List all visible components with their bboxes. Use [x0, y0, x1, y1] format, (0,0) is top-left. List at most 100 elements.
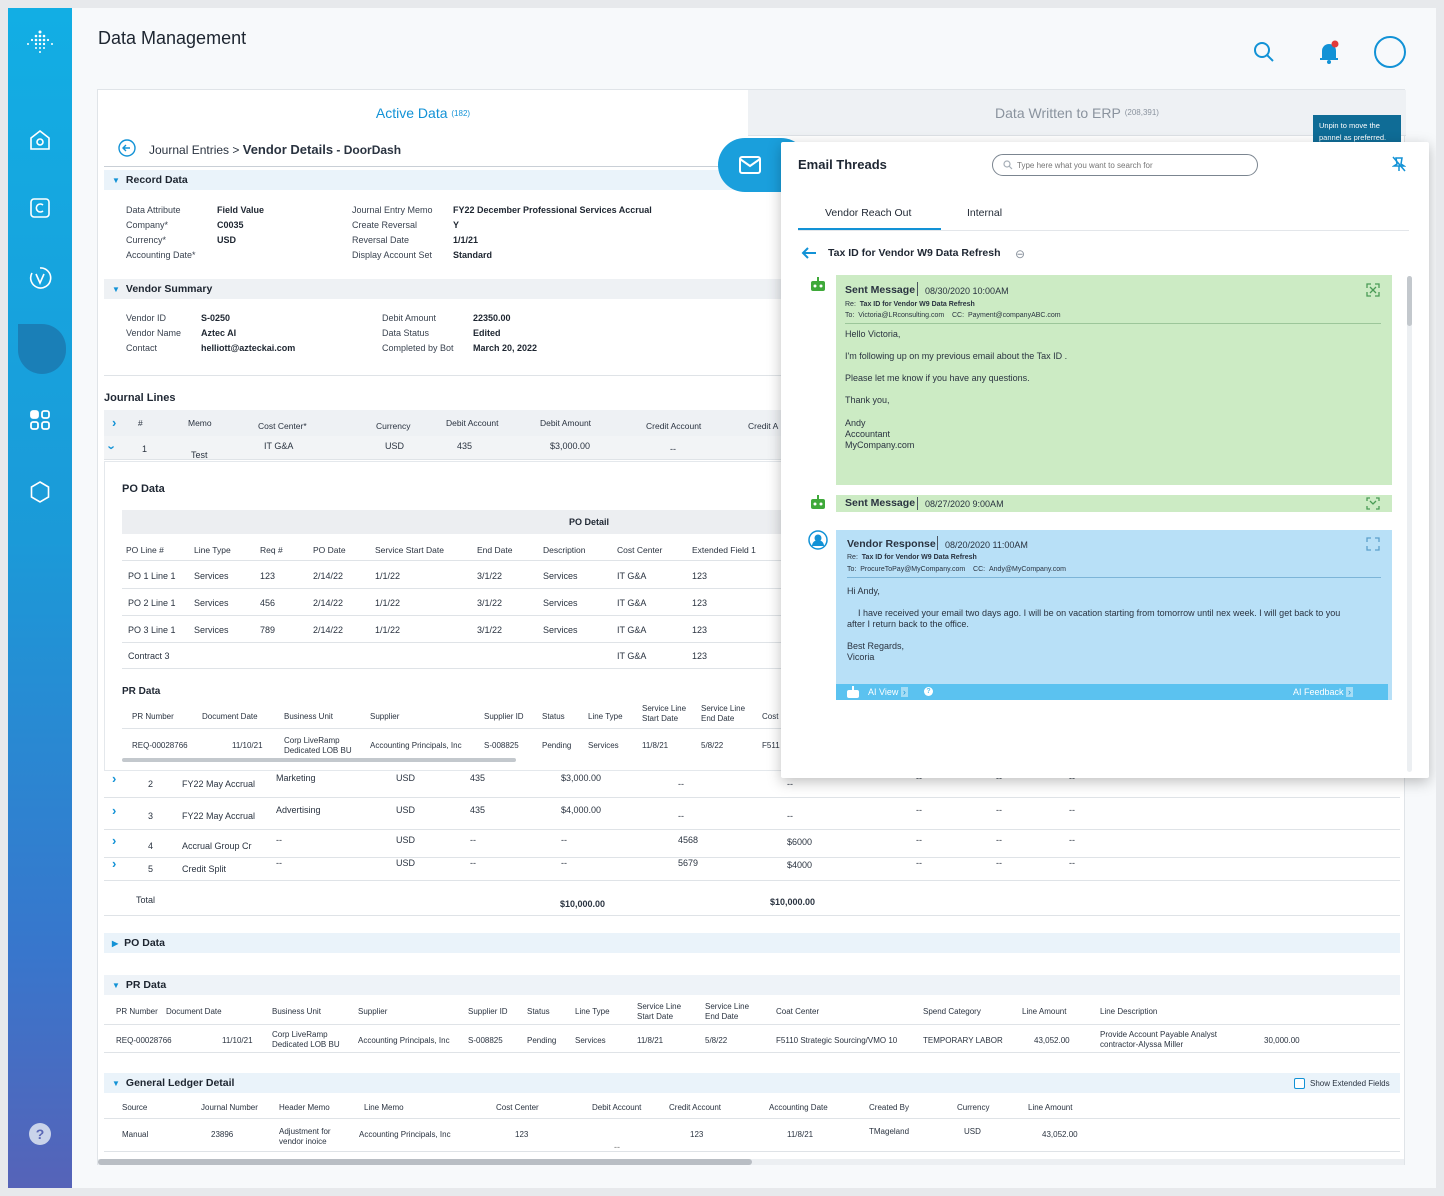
cell: Services: [575, 1036, 606, 1045]
value: FY22 December Professional Services Accr…: [453, 205, 652, 215]
apps-grid-icon[interactable]: [24, 404, 56, 436]
chevron-right-icon[interactable]: ›: [112, 803, 117, 818]
cell: --: [561, 835, 567, 845]
email-search-input[interactable]: [1017, 160, 1237, 170]
search-icon[interactable]: [1252, 40, 1276, 67]
cell: F511: [762, 741, 780, 750]
expand-icon[interactable]: [1366, 537, 1380, 554]
show-extended-checkbox[interactable]: [1294, 1078, 1305, 1089]
logo-icon[interactable]: [24, 26, 56, 58]
message-3[interactable]: Vendor Response 08/20/2020 11:00AM Re: T…: [836, 530, 1392, 700]
cell: USD: [396, 858, 416, 868]
user-avatar-icon: [808, 530, 828, 553]
cc-label: CC:: [973, 566, 986, 573]
body-line: Please let me know if you have any quest…: [845, 373, 1030, 383]
cell: --: [996, 835, 1002, 845]
settings-icon[interactable]: [24, 476, 56, 508]
cell: 30,000.00: [1264, 1036, 1300, 1045]
ai-view-button[interactable]: AI View ›: [868, 687, 908, 697]
col-header: Source: [122, 1103, 148, 1112]
cell: USD: [396, 835, 416, 845]
chevron-right-icon[interactable]: ›: [112, 833, 117, 848]
cell: $4000: [787, 860, 813, 870]
pr-data-section-header[interactable]: ▼ PR Data: [104, 975, 1400, 995]
cell: Services: [543, 625, 578, 635]
label: Vendor ID: [126, 313, 167, 323]
cell: Manual: [122, 1130, 149, 1139]
avatar[interactable]: [1374, 36, 1406, 68]
col-header: Service Line Start Date: [642, 704, 687, 723]
cell: 2: [148, 779, 154, 789]
panel-scrollbar-thumb[interactable]: [1407, 276, 1412, 326]
value: USD: [217, 235, 237, 245]
data-management-nav-active[interactable]: [18, 324, 66, 374]
col-header: Service Start Date: [375, 545, 444, 555]
chevron-right-icon[interactable]: ›: [112, 771, 117, 786]
body-line: Andy: [845, 418, 866, 428]
chevron-down-icon[interactable]: ›: [104, 445, 120, 450]
chevron-right-icon[interactable]: ›: [112, 415, 117, 430]
label: Contact: [126, 343, 158, 353]
po-detail-title: PO Detail: [569, 517, 610, 527]
col-header: Journal Number: [201, 1103, 258, 1112]
label: Reversal Date: [352, 235, 410, 245]
col-header: Memo: [188, 418, 212, 428]
tab-underline: [798, 228, 941, 230]
col-header: Description: [543, 545, 586, 555]
tab-internal[interactable]: Internal: [967, 207, 1003, 219]
attachment-icon[interactable]: ⊖: [1015, 247, 1026, 261]
message-1[interactable]: Sent Message 08/30/2020 10:00AM Re: Tax …: [836, 275, 1392, 485]
collapse-icon[interactable]: [1366, 497, 1380, 513]
bell-icon[interactable]: [1318, 40, 1340, 67]
message-2[interactable]: Sent Message 08/27/2020 9:00AM: [836, 495, 1392, 512]
expand-icon[interactable]: [1366, 283, 1380, 300]
row-divider: [122, 728, 1382, 729]
to-address: ProcureToPay@MyCompany.com: [860, 566, 966, 573]
ai-feedback-button[interactable]: AI Feedback ›: [1293, 687, 1354, 697]
help-icon[interactable]: ?: [24, 1118, 56, 1150]
tab-count: (208,391): [1124, 108, 1159, 117]
record-col2-values: FY22 December Professional Services Accr…: [453, 203, 652, 263]
pin-icon[interactable]: [1391, 156, 1407, 175]
ai-bar: AI View › ? AI Feedback ›: [836, 684, 1388, 700]
cell: 123: [515, 1130, 529, 1139]
app-frame: ? Data Management Active Data (182) Data…: [8, 8, 1436, 1188]
back-arrow-icon[interactable]: [801, 246, 817, 263]
col-header: Supplier ID: [468, 1007, 508, 1016]
body-line: MyCompany.com: [845, 440, 915, 450]
horizontal-scrollbar[interactable]: [122, 758, 516, 762]
chevron-right-icon: ›: [900, 687, 908, 697]
back-icon[interactable]: [118, 139, 136, 160]
scrollbar-thumb[interactable]: [98, 1159, 752, 1165]
pr-data-inner-title: PR Data: [122, 686, 161, 697]
row-divider: [104, 857, 1400, 858]
cell: IT G&A: [617, 651, 647, 661]
cell: Adjustment for vendor inoice: [279, 1127, 331, 1146]
v-module-icon[interactable]: [24, 262, 56, 294]
thread-subject: Tax ID for Vendor W9 Data Refresh: [828, 247, 1001, 259]
col-header: Document Date: [166, 1007, 222, 1016]
email-search-box[interactable]: [992, 154, 1258, 176]
po-data-section-header[interactable]: ▶ PO Data: [104, 933, 1400, 953]
bot-icon: [847, 686, 859, 698]
cell: 1/1/22: [375, 571, 401, 581]
tab-active-data[interactable]: Active Data (182): [98, 90, 748, 136]
tab-data-written-to-erp[interactable]: Data Written to ERP (208,391): [748, 90, 1406, 136]
col-header: Created By: [869, 1103, 910, 1112]
chevron-right-icon[interactable]: ›: [112, 856, 117, 871]
gl-section-header[interactable]: ▼ General Ledger Detail: [104, 1073, 1400, 1093]
label: Data Status: [382, 328, 430, 338]
tab-vendor-reach-out[interactable]: Vendor Reach Out: [825, 207, 912, 219]
home-icon[interactable]: [24, 124, 56, 156]
cell: 5679: [678, 858, 699, 868]
c-module-icon[interactable]: [24, 192, 56, 224]
col-header: Debit Account: [592, 1103, 642, 1112]
col-header: Business Unit: [272, 1007, 321, 1016]
col-header: Line Amount: [1022, 1007, 1067, 1016]
section-title: PR Data: [125, 979, 167, 991]
col-header: Document Date: [202, 712, 258, 721]
ai-view-label: AI View: [868, 687, 899, 697]
info-icon[interactable]: ?: [924, 687, 933, 696]
cell: --: [996, 858, 1002, 868]
breadcrumb-parent[interactable]: Journal Entries >: [149, 143, 240, 157]
